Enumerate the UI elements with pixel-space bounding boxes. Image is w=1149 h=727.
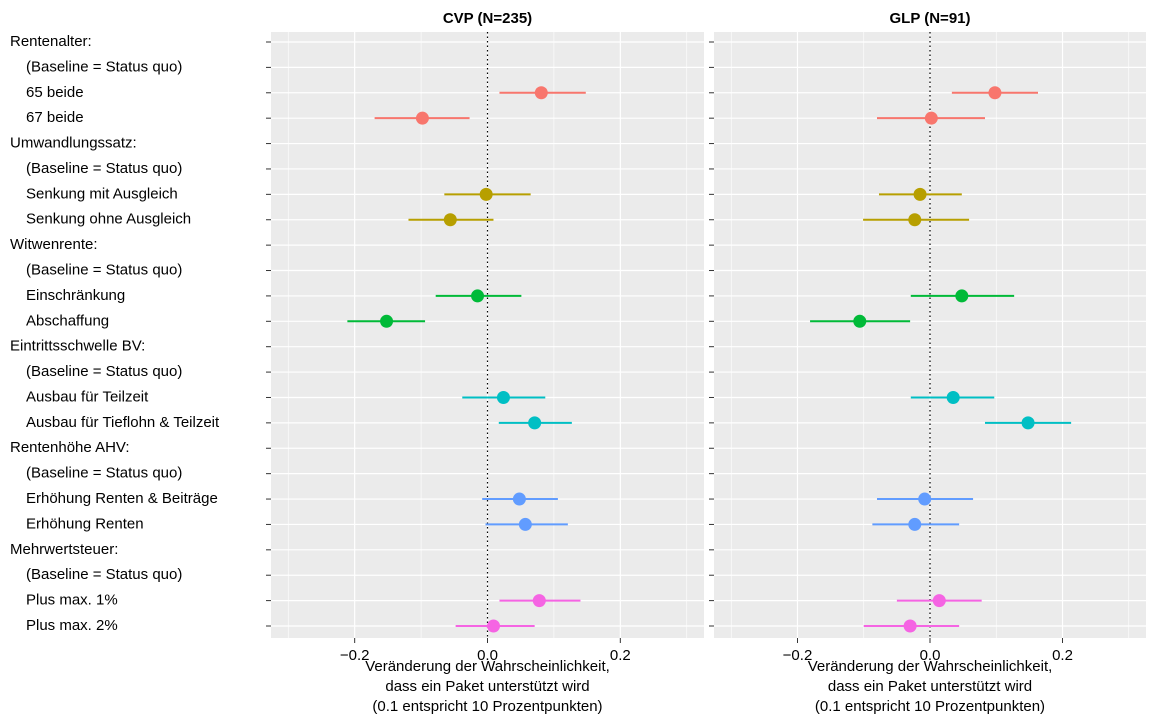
- point: [486, 619, 500, 633]
- point: [918, 492, 932, 506]
- y-tick-label: Plus max. 2%: [26, 617, 118, 634]
- point: [853, 314, 867, 328]
- y-tick-label: (Baseline = Status quo): [26, 465, 182, 482]
- point: [903, 619, 917, 633]
- y-tick-label: Abschaffung: [26, 312, 109, 329]
- y-tick-label: Ausbau für Tieflohn & Teilzeit: [26, 414, 220, 431]
- y-tick-label: (Baseline = Status quo): [26, 261, 182, 278]
- y-tick-label: Mehrwertsteuer:: [10, 541, 118, 558]
- y-tick-label: Erhöhung Renten & Beiträge: [26, 490, 218, 507]
- x-tick-label: −0.2: [783, 647, 813, 664]
- point: [479, 187, 493, 201]
- y-tick-label: Umwandlungssatz:: [10, 135, 137, 152]
- point: [534, 86, 548, 100]
- y-tick-label: (Baseline = Status quo): [26, 363, 182, 380]
- x-tick-label: −0.2: [340, 647, 370, 664]
- point: [1021, 416, 1035, 430]
- y-tick-label: Ausbau für Teilzeit: [26, 388, 149, 405]
- point: [908, 517, 922, 531]
- y-tick-label: Witwenrente:: [10, 236, 98, 253]
- facet-title: GLP (N=91): [890, 10, 971, 27]
- point: [471, 289, 485, 303]
- point: [380, 314, 394, 328]
- x-tick-label: 0.2: [610, 647, 631, 664]
- point: [946, 390, 960, 404]
- point: [528, 416, 542, 430]
- y-tick-label: Einschränkung: [26, 287, 125, 304]
- point: [924, 111, 938, 125]
- point: [512, 492, 526, 506]
- y-tick-label: Plus max. 1%: [26, 592, 118, 609]
- point: [496, 390, 510, 404]
- x-axis-label: Veränderung der Wahrscheinlichkeit, dass …: [808, 658, 1053, 715]
- point: [955, 289, 969, 303]
- x-tick-label: 0.0: [477, 647, 498, 664]
- y-tick-label: Rentenhöhe AHV:: [10, 439, 130, 456]
- x-tick-label: 0.0: [920, 647, 941, 664]
- point: [908, 213, 922, 227]
- y-tick-label: (Baseline = Status quo): [26, 58, 182, 75]
- y-tick-label: 67 beide: [26, 109, 84, 126]
- x-axis-label: Veränderung der Wahrscheinlichkeit, dass …: [365, 658, 610, 715]
- point: [532, 594, 546, 608]
- y-tick-label: Senkung mit Ausgleich: [26, 185, 178, 202]
- y-tick-label: (Baseline = Status quo): [26, 566, 182, 583]
- point: [415, 111, 429, 125]
- y-tick-label: (Baseline = Status quo): [26, 160, 182, 177]
- point: [518, 517, 532, 531]
- y-tick-label: Eintrittsschwelle BV:: [10, 338, 145, 355]
- point: [932, 594, 946, 608]
- y-tick-label: Rentenalter:: [10, 33, 92, 50]
- point: [913, 187, 927, 201]
- y-tick-label: Erhöhung Renten: [26, 515, 144, 532]
- point: [988, 86, 1002, 100]
- facet-title: CVP (N=235): [443, 10, 532, 27]
- y-tick-label: 65 beide: [26, 84, 84, 101]
- x-tick-label: 0.2: [1052, 647, 1073, 664]
- point: [443, 213, 457, 227]
- y-tick-label: Senkung ohne Ausgleich: [26, 211, 191, 228]
